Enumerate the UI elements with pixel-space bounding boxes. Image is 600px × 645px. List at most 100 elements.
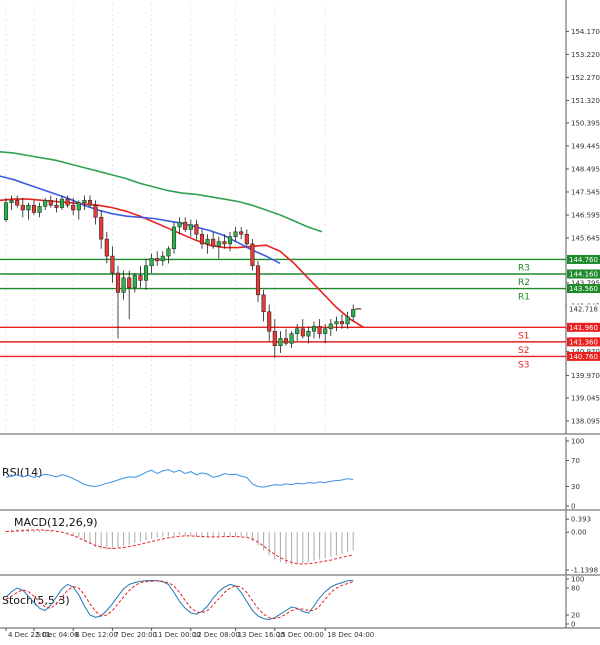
x-tick-label: 15 Dec 00:00: [277, 631, 324, 639]
candle: [155, 251, 160, 266]
stoch-d-line: [5, 580, 354, 620]
y-tick-label: 152.270: [571, 74, 600, 82]
y-tick-label: 145.645: [571, 235, 600, 243]
candle: [87, 195, 93, 208]
candle-body: [87, 200, 93, 206]
candle: [149, 253, 154, 274]
candle: [20, 197, 25, 218]
level-tag-text: 140.760: [569, 353, 598, 361]
candle-body: [155, 258, 160, 262]
candle: [289, 331, 294, 349]
candle: [71, 197, 76, 215]
y-tick-label: 147.545: [571, 188, 600, 196]
candle-body: [244, 234, 249, 245]
candle: [300, 319, 305, 339]
candle-body: [306, 330, 311, 337]
candle: [199, 229, 205, 249]
candle: [328, 319, 333, 337]
level-label-s1: S1: [518, 331, 529, 341]
candle-body: [37, 206, 42, 213]
candle: [194, 219, 199, 240]
candle-body: [188, 224, 193, 230]
candle: [59, 195, 65, 211]
candle-body: [328, 323, 333, 330]
candle-body: [171, 226, 177, 250]
candle: [115, 265, 121, 339]
last-price-tag: [567, 304, 600, 314]
candle-body: [317, 326, 322, 334]
level-tag-r3: [567, 254, 600, 264]
candle-body: [183, 221, 188, 230]
candle-body: [267, 311, 272, 332]
candle: [272, 319, 277, 358]
candle-body: [211, 238, 216, 247]
level-tag-text: 141.360: [569, 338, 598, 346]
y-tick-label: 150.395: [571, 119, 600, 127]
candle-body: [59, 198, 65, 208]
candle: [82, 195, 87, 211]
candle-body: [127, 277, 132, 288]
candle: [65, 195, 70, 208]
candle: [255, 260, 261, 303]
candle: [278, 331, 283, 354]
x-tick-label: 12 Dec 08:00: [193, 631, 240, 639]
candle-body: [149, 258, 154, 267]
candle-body: [300, 328, 305, 337]
macd-y-tick: 0.00: [571, 529, 587, 537]
macd-y-tick: -1.1398: [571, 567, 598, 575]
candle: [43, 197, 48, 211]
moving-average-mid: [0, 175, 281, 265]
candle: [334, 316, 339, 332]
rsi-y-tick: 100: [571, 438, 584, 446]
candle-body: [110, 255, 115, 274]
macd-panel: MACD(12,26,9) 0.393 0.00 -1.1398: [0, 511, 600, 576]
candle: [166, 246, 171, 264]
candle-body: [71, 204, 76, 211]
candle-body: [104, 238, 109, 257]
x-tick-label: 18 Dec 04:00: [327, 631, 374, 639]
level-tag-r2: [567, 269, 600, 279]
candle: [110, 246, 115, 283]
candle: [99, 210, 104, 249]
y-tick-label: 148.495: [571, 165, 600, 173]
candle: [93, 200, 98, 225]
level-label-r2: R2: [518, 278, 530, 288]
rsi-y-tick: 30: [571, 483, 580, 491]
candle: [351, 304, 356, 322]
y-tick-label: 139.045: [571, 394, 600, 402]
macd-y-tick: 0.393: [571, 516, 591, 524]
candle: [283, 328, 289, 346]
candle-body: [20, 204, 25, 211]
level-tag-r1: [567, 284, 600, 294]
candle-body: [43, 200, 48, 207]
candle-body: [143, 265, 149, 281]
candle-body: [15, 200, 20, 206]
level-tag-s3: [567, 351, 600, 361]
candle-body: [93, 204, 98, 218]
candle: [76, 200, 81, 220]
level-tag-s2: [567, 337, 600, 347]
candle: [188, 219, 193, 237]
y-tick-label: 151.320: [571, 97, 600, 105]
candle: [216, 236, 221, 259]
candle: [143, 258, 149, 290]
y-tick-label: 146.595: [571, 211, 600, 219]
stoch-y-tick: 20: [571, 612, 580, 620]
candle: [171, 222, 177, 254]
candle-body: [255, 265, 261, 296]
rsi-line: [5, 469, 354, 488]
candle: [121, 270, 126, 300]
candle-body: [166, 248, 171, 257]
candle: [26, 202, 31, 220]
candle-body: [239, 231, 244, 235]
level-tag-text: 143.560: [569, 285, 598, 293]
candle: [48, 195, 53, 208]
candle-body: [227, 236, 233, 245]
candle-body: [283, 338, 289, 344]
candle: [104, 231, 109, 264]
candle-body: [138, 275, 143, 281]
macd-signal-line: [5, 529, 354, 565]
candle: [132, 273, 137, 293]
level-tag-text: 144.160: [569, 271, 598, 279]
candle: [127, 270, 132, 320]
